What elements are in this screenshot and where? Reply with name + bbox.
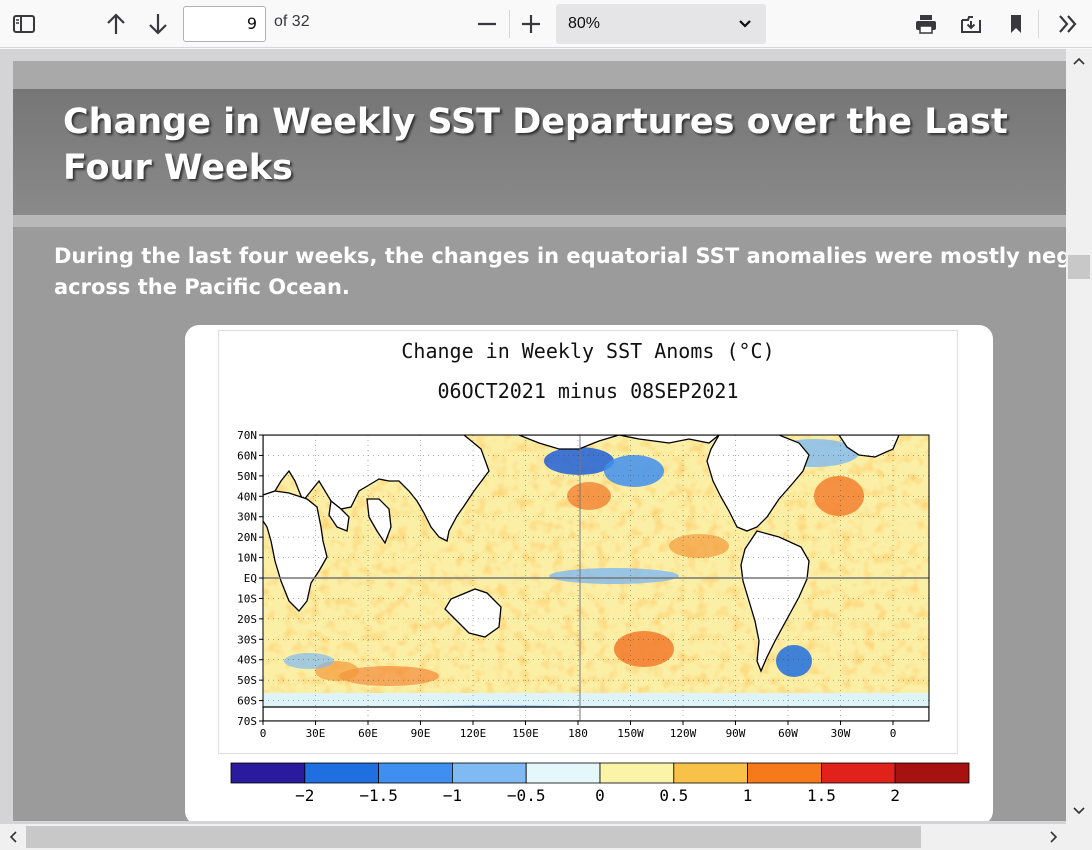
figure-title: Change in Weekly SST Anoms (°C) bbox=[401, 339, 775, 363]
lat-tick-label: 40N bbox=[237, 490, 257, 503]
colorbar-label: 2 bbox=[890, 786, 900, 805]
vertical-scroll-thumb[interactable] bbox=[1068, 255, 1090, 279]
colorbar-label: −1.5 bbox=[359, 786, 398, 805]
sidebar-toggle-icon[interactable] bbox=[8, 8, 40, 40]
colorbar-label: 1 bbox=[743, 786, 753, 805]
lon-tick-label: 120E bbox=[460, 727, 487, 740]
page-count-label: of 32 bbox=[274, 13, 310, 30]
zoom-out-icon[interactable] bbox=[471, 8, 503, 40]
lon-tick-label: 150W bbox=[617, 727, 644, 740]
latitude-axis: 70N 60N 50N 40N 30N 20N 10N EQ 10S 20S 30S 40S 50S 60… bbox=[237, 429, 263, 728]
lon-tick-label: 60W bbox=[778, 727, 798, 740]
figure-subtitle: 06OCT2021 minus 08SEP2021 bbox=[437, 379, 739, 403]
bookmark-icon[interactable] bbox=[1000, 8, 1032, 40]
lat-tick-label: 70N bbox=[237, 429, 257, 442]
zoom-value: 80% bbox=[568, 15, 601, 32]
slide-title-underline bbox=[13, 215, 1066, 227]
lat-tick-label: 20S bbox=[237, 613, 257, 626]
lat-tick-label: EQ bbox=[244, 572, 257, 585]
colorbar-swatch bbox=[747, 762, 822, 784]
colorbar-label: −1 bbox=[443, 786, 462, 805]
toolbar-separator bbox=[509, 10, 510, 38]
colorbar-swatch bbox=[673, 762, 748, 784]
colorbar-swatch bbox=[304, 762, 380, 784]
toolbar-separator bbox=[1038, 10, 1039, 38]
lat-tick-label: 70S bbox=[237, 715, 257, 728]
figure-frame: Change in Weekly SST Anoms (°C) 06OCT202… bbox=[218, 330, 958, 754]
arrow-up-icon[interactable] bbox=[100, 8, 132, 40]
lon-tick-label: 120W bbox=[670, 727, 697, 740]
lat-tick-label: 60S bbox=[237, 695, 257, 708]
lon-tick-label: 0 bbox=[890, 727, 897, 740]
longitude-axis: 0 30E 60E 90E 120E 150E 180 150W 120W 90W 60W 30W 0 bbox=[260, 721, 897, 740]
lat-tick-label: 30S bbox=[237, 633, 257, 646]
colorbar-label: 1.5 bbox=[807, 786, 836, 805]
chevron-down-icon bbox=[738, 4, 752, 60]
slide-body-text: During the last four weeks, the changes … bbox=[54, 241, 1066, 303]
lat-tick-label: 20N bbox=[237, 531, 257, 544]
colorbar-swatch bbox=[599, 762, 675, 784]
lon-tick-label: 180 bbox=[568, 727, 588, 740]
pdf-viewer[interactable]: Change in Weekly SST Departures over the… bbox=[0, 49, 1092, 850]
lat-tick-label: 50S bbox=[237, 674, 257, 687]
zoom-select[interactable]: 80% bbox=[556, 4, 766, 44]
lon-tick-label: 60E bbox=[358, 727, 378, 740]
lon-tick-label: 30E bbox=[306, 727, 326, 740]
horizontal-scroll-thumb[interactable] bbox=[26, 826, 921, 848]
lon-tick-label: 150E bbox=[512, 727, 539, 740]
pdf-page: Change in Weekly SST Departures over the… bbox=[13, 61, 1066, 821]
lat-tick-label: 10N bbox=[237, 552, 257, 565]
slide-title: Change in Weekly SST Departures over the… bbox=[63, 102, 1008, 188]
lat-tick-label: 50N bbox=[237, 470, 257, 483]
scroll-right-icon[interactable] bbox=[1046, 829, 1062, 845]
scroll-up-icon[interactable] bbox=[1071, 53, 1087, 69]
slide-text-line: across the Pacific Ocean. bbox=[54, 275, 350, 299]
scroll-down-icon[interactable] bbox=[1071, 803, 1087, 819]
colorbar-swatch bbox=[894, 762, 970, 784]
sst-map: 70N 60N 50N 40N 30N 20N 10N EQ 10S 20S 30S 40S 50S 60… bbox=[237, 429, 930, 740]
lat-tick-label: 10S bbox=[237, 592, 257, 605]
download-icon[interactable] bbox=[955, 8, 987, 40]
colorbar-label: 0 bbox=[595, 786, 605, 805]
lat-tick-label: 40S bbox=[237, 654, 257, 667]
colorbar-label: 0.5 bbox=[659, 786, 688, 805]
print-icon[interactable] bbox=[910, 8, 942, 40]
pdf-toolbar: 9 of 32 80% bbox=[0, 0, 1092, 48]
colorbar-swatch bbox=[378, 762, 453, 784]
lat-tick-label: 60N bbox=[237, 449, 257, 462]
slide-title-bar bbox=[13, 89, 1066, 227]
colorbar-swatch bbox=[821, 762, 896, 784]
arrow-down-icon[interactable] bbox=[142, 8, 174, 40]
lon-tick-label: 90E bbox=[411, 727, 431, 740]
slide-top-band bbox=[13, 61, 1066, 89]
zoom-in-icon[interactable] bbox=[515, 8, 547, 40]
colorbar-swatch bbox=[525, 762, 601, 784]
colorbar-label: −0.5 bbox=[507, 786, 546, 805]
vertical-scrollbar[interactable] bbox=[1066, 49, 1092, 824]
slide-text-line: During the last four weeks, the changes … bbox=[54, 244, 1066, 268]
colorbar-swatch bbox=[230, 762, 306, 784]
scroll-left-icon[interactable] bbox=[5, 829, 21, 845]
lon-tick-label: 90W bbox=[726, 727, 746, 740]
tools-chevron-icon[interactable] bbox=[1052, 8, 1084, 40]
lon-tick-label: 30W bbox=[831, 727, 851, 740]
page-number-input[interactable]: 9 bbox=[183, 6, 266, 42]
colorbar-label: −2 bbox=[295, 786, 314, 805]
colorbar-swatch bbox=[451, 762, 527, 784]
sst-figure: Change in Weekly SST Anoms (°C) 06OCT202… bbox=[185, 325, 993, 821]
colorbar: −2 −1.5 −1 −0.5 0 0.5 1 1.5 2 bbox=[230, 762, 970, 805]
lon-tick-label: 0 bbox=[260, 727, 267, 740]
lat-tick-label: 30N bbox=[237, 511, 257, 524]
